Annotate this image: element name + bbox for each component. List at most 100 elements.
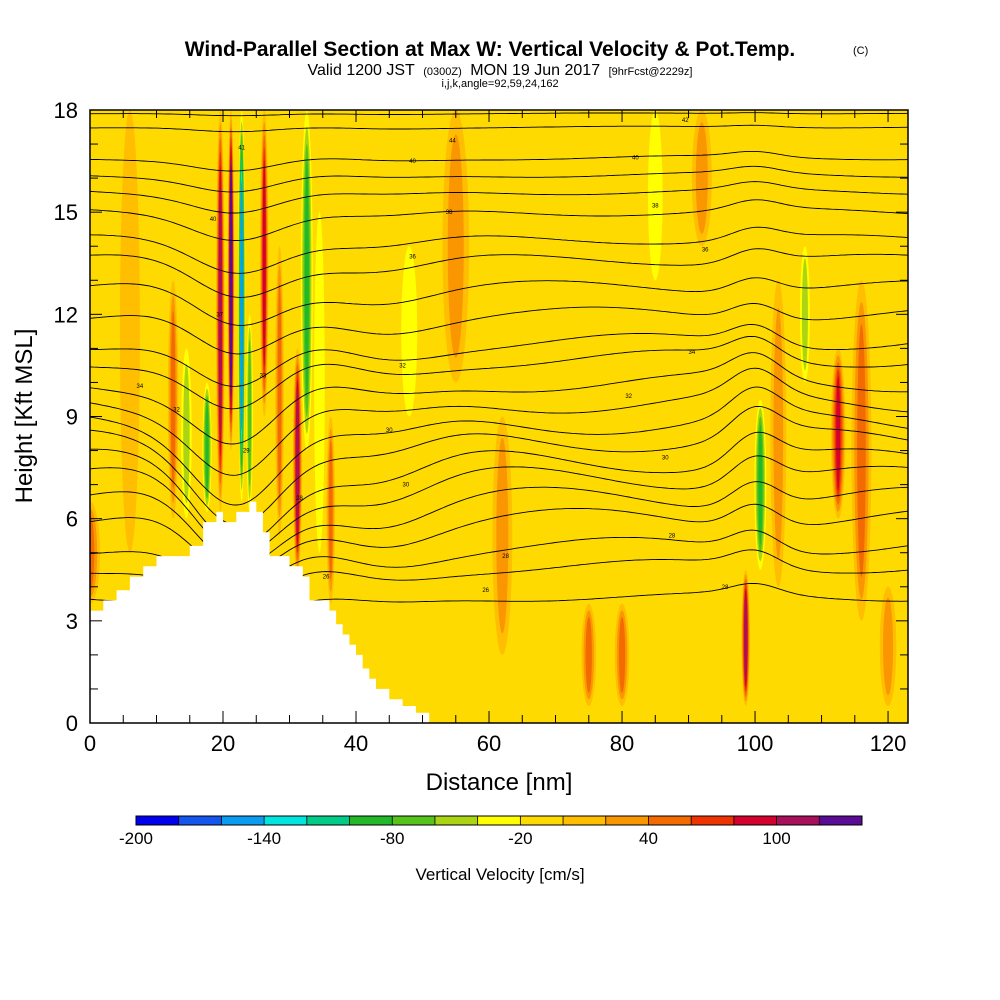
colorbar-bin (776, 816, 820, 825)
theta-contour-33 (90, 335, 908, 410)
contour-label: 36 (409, 254, 416, 260)
velocity-cell (119, 110, 140, 553)
contour-label: 40 (632, 156, 639, 162)
contour-label: 29 (243, 449, 250, 455)
velocity-cell (857, 324, 866, 578)
velocity-cell (801, 258, 808, 371)
x-tick-label: 100 (737, 731, 774, 756)
contour-label: 40 (210, 217, 217, 223)
velocity-column (647, 110, 663, 281)
valid-zulu: (0300Z) (423, 66, 462, 78)
x-tick-label: 80 (610, 731, 634, 756)
x-axis: 0 20 40 60 80 100 120 (84, 110, 907, 756)
velocity-column (851, 280, 872, 621)
x-tick-label: 40 (344, 731, 368, 756)
theta-contour-32 (90, 367, 908, 476)
theta-contour-42 (90, 124, 908, 133)
theta-contour-31 (90, 386, 908, 506)
forecast-info: [9hrFcst@2229z] (609, 66, 693, 78)
x-tick-label: 20 (211, 731, 235, 756)
colorbar-label: -200 (119, 829, 153, 848)
velocity-column (770, 280, 787, 587)
colorbar-bin (178, 816, 222, 825)
theta-contour-32.5 (90, 352, 908, 445)
colorbar-bin (434, 816, 478, 825)
velocity-column (691, 110, 712, 247)
velocity-cell (447, 134, 464, 358)
velocity-column (442, 110, 470, 383)
velocity-cell (618, 616, 626, 693)
y-tick-label: 15 (54, 200, 78, 225)
theta-contour-40 (90, 150, 908, 172)
y-tick-label: 12 (54, 302, 78, 327)
theta-contour-39 (90, 165, 908, 193)
x-tick-label: 60 (477, 731, 501, 756)
velocity-cell (205, 401, 209, 493)
colorbar-bin (563, 816, 607, 825)
velocity-cell (695, 122, 708, 234)
contour-label: 32 (173, 408, 180, 414)
colorbar-bin (733, 816, 777, 825)
theta-contour-34 (90, 303, 908, 355)
velocity-column (227, 110, 235, 451)
velocity-column (300, 110, 313, 451)
velocity-field (90, 110, 897, 706)
velocity-column (216, 110, 225, 512)
velocity-cell (773, 307, 784, 560)
contour-label: 28 (669, 534, 676, 540)
velocity-cell (248, 339, 252, 487)
contour-label: 37 (216, 312, 223, 318)
contour-label: 30 (386, 428, 393, 434)
velocity-column (614, 603, 630, 706)
y-tick-label: 3 (66, 609, 78, 634)
colorbar-bin (691, 816, 735, 825)
theta-contour-37 (90, 199, 908, 241)
velocity-cell (277, 283, 282, 499)
velocity-column (237, 110, 246, 502)
y-tick-label: 0 (66, 711, 78, 736)
contour-label: 28 (502, 554, 509, 560)
colorbar-label: 40 (639, 829, 658, 848)
velocity-column (292, 348, 303, 577)
velocity-cell (883, 597, 894, 696)
valid-time: Valid 1200 JST (307, 62, 415, 79)
velocity-cell (647, 110, 663, 281)
colorbar-label: -80 (380, 829, 405, 848)
colorbar: -200 -140 -80 -20 40 100 (119, 815, 863, 848)
colorbar-bin (520, 816, 564, 825)
velocity-column (181, 348, 192, 519)
theta-contour-44 (90, 112, 908, 117)
velocity-cell (585, 616, 592, 693)
colorbar-label: -140 (247, 829, 281, 848)
contour-label: 41 (238, 145, 245, 151)
contour-label: 26 (323, 575, 330, 581)
contour-label: 34 (137, 384, 144, 390)
contour-label: 42 (682, 118, 689, 124)
colorbar-bin (392, 816, 436, 825)
contour-label: 34 (689, 350, 696, 356)
chart-title: Wind-Parallel Section at Max W: Vertical… (185, 38, 796, 61)
colorbar-bin (221, 816, 265, 825)
contour-label: 28 (722, 585, 729, 591)
contour-label: 40 (409, 159, 416, 165)
terrain-mask (90, 501, 430, 723)
velocity-column (581, 603, 597, 706)
velocity-column (259, 110, 269, 417)
theta-contour-38 (90, 181, 908, 214)
velocity-column (754, 399, 767, 570)
y-tick-label: 6 (66, 507, 78, 532)
theta-contour-34.5 (90, 277, 908, 326)
colorbar-bin (819, 816, 863, 825)
colorbar-bin (605, 816, 649, 825)
velocity-column (879, 586, 897, 706)
theta-contours (90, 112, 908, 626)
y-tick-label: 18 (54, 98, 78, 123)
colorbar-bin (349, 816, 393, 825)
contour-label: 38 (652, 203, 659, 209)
y-axis-title: Height [Kft MSL] (11, 329, 38, 504)
x-tick-label: 120 (870, 731, 907, 756)
contour-label: 26 (482, 588, 489, 594)
velocity-column (799, 246, 810, 383)
